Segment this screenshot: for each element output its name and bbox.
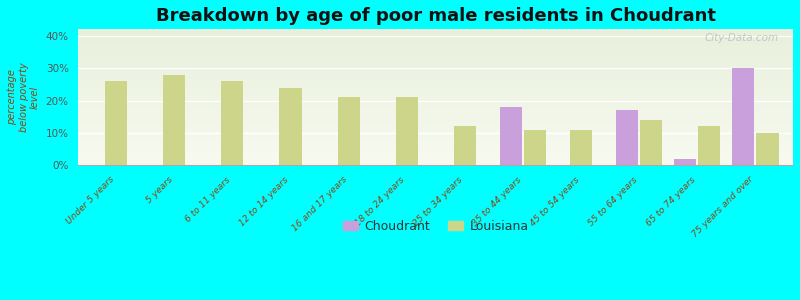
Bar	[338, 97, 360, 165]
Bar	[757, 133, 778, 165]
Bar	[640, 120, 662, 165]
Bar	[105, 81, 127, 165]
Bar	[279, 88, 302, 165]
Title: Breakdown by age of poor male residents in Choudrant: Breakdown by age of poor male residents …	[156, 7, 716, 25]
Text: City-Data.com: City-Data.com	[705, 33, 778, 43]
Y-axis label: percentage
below poverty
level: percentage below poverty level	[7, 62, 40, 132]
Bar	[732, 68, 754, 165]
Bar	[698, 127, 721, 165]
Bar	[222, 81, 243, 165]
Bar	[616, 110, 638, 165]
Bar	[674, 159, 696, 165]
Bar	[396, 97, 418, 165]
Bar	[454, 127, 476, 165]
Bar	[163, 75, 186, 165]
Bar	[524, 130, 546, 165]
Bar	[500, 107, 522, 165]
Bar	[570, 130, 592, 165]
Legend: Choudrant, Louisiana: Choudrant, Louisiana	[338, 215, 534, 238]
